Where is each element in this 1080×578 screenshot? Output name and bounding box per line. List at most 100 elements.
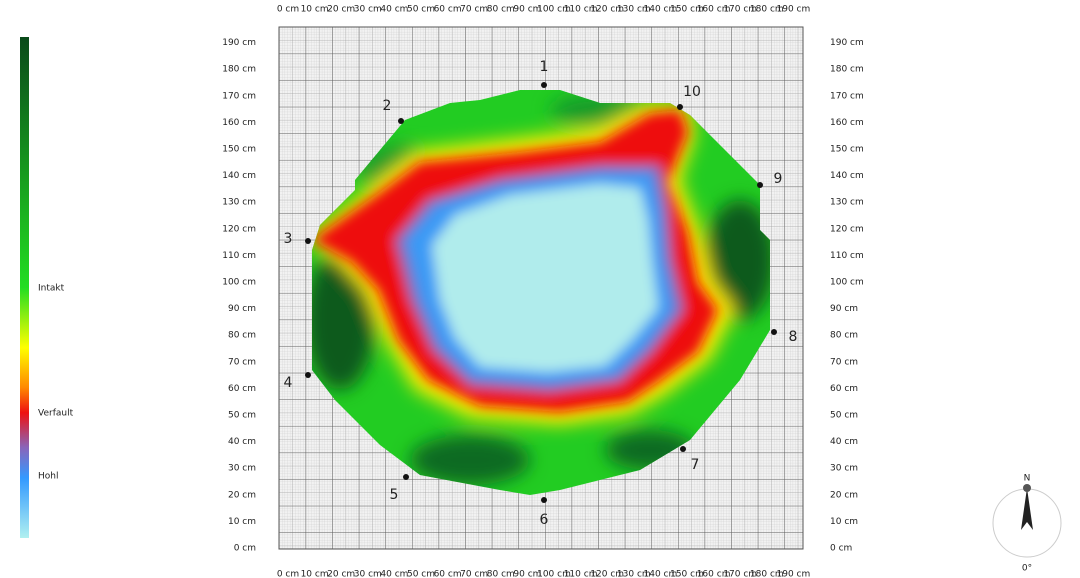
x-axis-label: 60 cm bbox=[434, 570, 462, 578]
legend-colorbar bbox=[20, 37, 29, 538]
y-axis-label: 110 cm bbox=[222, 251, 256, 261]
legend-label: Hohl bbox=[38, 472, 58, 482]
x-axis-label: 50 cm bbox=[407, 570, 435, 578]
x-axis-label: 170 cm bbox=[723, 5, 757, 15]
x-axis-label: 80 cm bbox=[487, 5, 515, 15]
sensor-label: 2 bbox=[383, 98, 392, 114]
sensor-label: 1 bbox=[540, 59, 549, 75]
y-axis-label: 140 cm bbox=[222, 171, 256, 181]
x-axis-label: 150 cm bbox=[670, 5, 704, 15]
sensor-label: 6 bbox=[540, 512, 549, 528]
y-axis-label: 190 cm bbox=[222, 38, 256, 48]
y-axis-label: 140 cm bbox=[830, 171, 864, 181]
x-axis-label: 140 cm bbox=[644, 570, 678, 578]
x-axis-label: 0 cm bbox=[277, 570, 299, 578]
x-axis-label: 130 cm bbox=[617, 570, 651, 578]
sensor bbox=[305, 372, 311, 378]
x-axis-label: 20 cm bbox=[327, 5, 355, 15]
y-axis-label: 30 cm bbox=[830, 464, 858, 474]
y-axis-label: 120 cm bbox=[222, 224, 256, 234]
x-axis-label: 10 cm bbox=[301, 570, 329, 578]
sensor-label: 5 bbox=[390, 487, 399, 503]
x-axis-label: 70 cm bbox=[460, 570, 488, 578]
sensor bbox=[680, 446, 686, 452]
compass-pivot bbox=[1023, 484, 1031, 492]
x-axis-label: 0 cm bbox=[277, 5, 299, 15]
x-axis-label: 160 cm bbox=[697, 570, 731, 578]
y-axis-label: 50 cm bbox=[830, 411, 858, 421]
compass-needle bbox=[1021, 488, 1033, 530]
sensor bbox=[403, 474, 409, 480]
sensor bbox=[677, 104, 683, 110]
y-axis-label: 150 cm bbox=[222, 145, 256, 155]
sensor bbox=[757, 182, 763, 188]
y-axis-label: 180 cm bbox=[830, 65, 864, 75]
x-axis-label: 120 cm bbox=[590, 570, 624, 578]
y-axis-label: 180 cm bbox=[222, 65, 256, 75]
sensor bbox=[305, 238, 311, 244]
sensor bbox=[771, 329, 777, 335]
x-axis-label: 120 cm bbox=[590, 5, 624, 15]
sensor bbox=[541, 82, 547, 88]
x-axis-label: 170 cm bbox=[723, 570, 757, 578]
x-axis-label: 20 cm bbox=[327, 570, 355, 578]
y-axis-label: 60 cm bbox=[228, 384, 256, 394]
y-axis-label: 90 cm bbox=[228, 304, 256, 314]
y-axis-label: 80 cm bbox=[830, 331, 858, 341]
y-axis-label: 10 cm bbox=[228, 517, 256, 527]
x-axis-label: 30 cm bbox=[354, 5, 382, 15]
x-axis-label: 190 cm bbox=[777, 5, 811, 15]
y-axis-label: 130 cm bbox=[222, 198, 256, 208]
x-axis-label: 160 cm bbox=[697, 5, 731, 15]
y-axis-label: 170 cm bbox=[830, 91, 864, 101]
y-axis-label: 40 cm bbox=[228, 437, 256, 447]
sensor-label: 8 bbox=[789, 329, 798, 345]
y-axis-label: 130 cm bbox=[830, 198, 864, 208]
y-axis-label: 70 cm bbox=[830, 357, 858, 367]
sensor-label: 4 bbox=[284, 375, 293, 391]
legend-label: Verfault bbox=[38, 409, 74, 419]
y-axis-label: 60 cm bbox=[830, 384, 858, 394]
x-axis-label: 180 cm bbox=[750, 5, 784, 15]
x-axis-label: 60 cm bbox=[434, 5, 462, 15]
y-axis-label: 70 cm bbox=[228, 357, 256, 367]
y-axis-label: 0 cm bbox=[234, 544, 256, 554]
x-axis-label: 40 cm bbox=[380, 5, 408, 15]
x-axis-label: 70 cm bbox=[460, 5, 488, 15]
sensor bbox=[398, 118, 404, 124]
y-axis-label: 10 cm bbox=[830, 517, 858, 527]
x-axis-label: 90 cm bbox=[513, 5, 541, 15]
y-axis-label: 30 cm bbox=[228, 464, 256, 474]
compass-angle: 0° bbox=[1022, 564, 1032, 574]
sensor bbox=[541, 497, 547, 503]
x-axis-label: 40 cm bbox=[380, 570, 408, 578]
x-axis-label: 110 cm bbox=[564, 5, 598, 15]
x-axis-label: 10 cm bbox=[301, 5, 329, 15]
y-axis-label: 170 cm bbox=[222, 91, 256, 101]
sensor-label: 10 bbox=[683, 84, 701, 100]
y-axis-label: 100 cm bbox=[830, 278, 864, 288]
x-axis-label: 150 cm bbox=[670, 570, 704, 578]
x-axis-label: 130 cm bbox=[617, 5, 651, 15]
y-axis-label: 80 cm bbox=[228, 331, 256, 341]
x-axis-label: 80 cm bbox=[487, 570, 515, 578]
x-axis-label: 190 cm bbox=[777, 570, 811, 578]
x-axis-label: 180 cm bbox=[750, 570, 784, 578]
y-axis-label: 160 cm bbox=[830, 118, 864, 128]
y-axis-label: 0 cm bbox=[830, 544, 852, 554]
y-axis-label: 120 cm bbox=[830, 224, 864, 234]
legend-label: Intakt bbox=[38, 284, 65, 294]
y-axis-label: 20 cm bbox=[228, 490, 256, 500]
y-axis-label: 20 cm bbox=[830, 490, 858, 500]
x-axis-label: 100 cm bbox=[537, 5, 571, 15]
x-axis-label: 30 cm bbox=[354, 570, 382, 578]
sensor-label: 3 bbox=[284, 231, 293, 247]
y-axis-label: 100 cm bbox=[222, 278, 256, 288]
y-axis-label: 110 cm bbox=[830, 251, 864, 261]
y-axis-label: 50 cm bbox=[228, 411, 256, 421]
y-axis-label: 90 cm bbox=[830, 304, 858, 314]
y-axis-label: 40 cm bbox=[830, 437, 858, 447]
y-axis-label: 150 cm bbox=[830, 145, 864, 155]
x-axis-label: 90 cm bbox=[513, 570, 541, 578]
